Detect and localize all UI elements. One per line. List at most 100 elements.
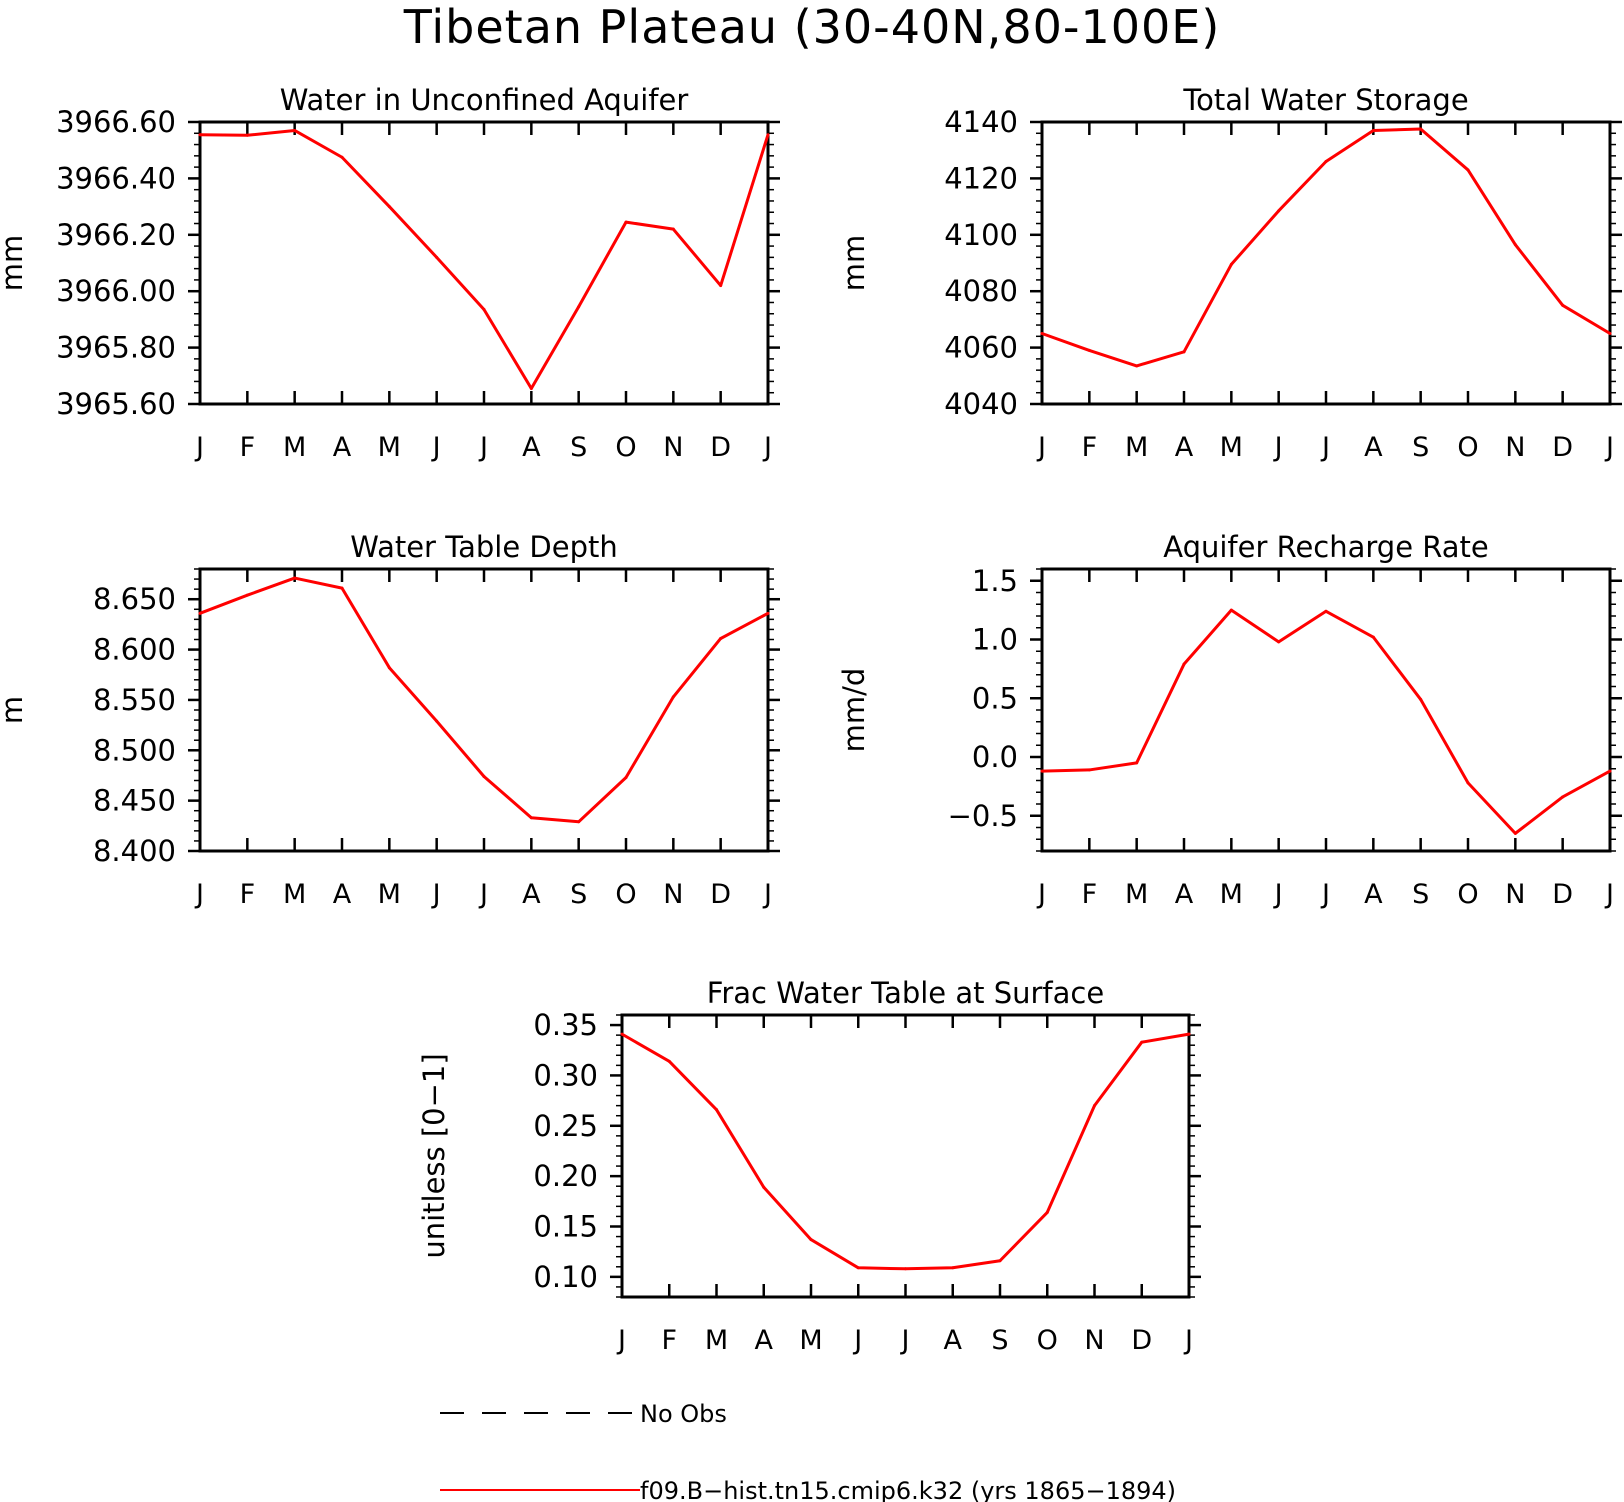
x-tick-label: J	[900, 1325, 910, 1356]
x-tick-label: J	[1604, 432, 1614, 463]
x-tick-label: N	[663, 432, 683, 463]
x-tick-label: A	[1364, 432, 1383, 463]
series-line	[621, 1032, 1190, 1271]
x-tick-label: D	[1131, 1325, 1152, 1356]
x-tick-label: M	[799, 1325, 822, 1356]
panel-title: Aquifer Recharge Rate	[1163, 530, 1489, 564]
data-point	[624, 220, 628, 224]
data-point	[1040, 769, 1044, 773]
data-point	[951, 1266, 955, 1270]
plot-frame	[198, 120, 770, 406]
x-tick-label: J	[1273, 879, 1283, 910]
x-tick-label: J	[1273, 432, 1283, 463]
y-tick-label: 0.20	[533, 1159, 598, 1193]
y-tick-label: 4140	[944, 105, 1018, 139]
x-tick-label: J	[431, 879, 441, 910]
data-point	[1419, 127, 1423, 131]
legend-item: f09.B−hist.tn15.cmip6.k32 (yrs 1865−1894…	[440, 1477, 1176, 1502]
data-point	[1277, 640, 1281, 644]
x-tick-label: M	[705, 1325, 728, 1356]
y-axis-label: m	[0, 696, 29, 724]
data-point	[529, 386, 533, 390]
y-tick-label: 3966.20	[56, 218, 176, 252]
x-tick-label: M	[1125, 432, 1148, 463]
y-tick-label: 1.5	[972, 564, 1018, 598]
data-point	[340, 155, 344, 159]
x-tick-label: J	[1036, 432, 1046, 463]
y-axis-label: mm	[0, 235, 29, 292]
plot-frame	[198, 567, 770, 853]
data-point	[1371, 635, 1375, 639]
x-tick-label: N	[1505, 879, 1525, 910]
x-tick-label: A	[755, 1325, 774, 1356]
x-tick-label: S	[1412, 879, 1429, 910]
y-tick-label: 8.500	[93, 733, 176, 767]
data-point	[387, 666, 391, 670]
x-tick-label: D	[710, 879, 731, 910]
x-tick-label: A	[522, 432, 541, 463]
x-tick-label: N	[1084, 1325, 1104, 1356]
x-tick-label: J	[1036, 879, 1046, 910]
data-point	[671, 695, 675, 699]
x-tick-label: M	[378, 879, 401, 910]
data-point	[1513, 831, 1517, 835]
data-point	[1277, 209, 1281, 213]
x-tick-label: O	[1457, 879, 1478, 910]
data-point	[1135, 761, 1139, 765]
x-tick-label: M	[283, 432, 306, 463]
data-point	[719, 284, 723, 288]
x-tick-label: S	[570, 879, 587, 910]
data-point	[1087, 768, 1091, 772]
data-point	[435, 255, 439, 259]
x-tick-label: S	[991, 1325, 1008, 1356]
data-point	[1229, 608, 1233, 612]
data-point	[1040, 332, 1044, 335]
y-tick-label: 4080	[944, 274, 1018, 308]
data-point	[1182, 350, 1186, 354]
x-tick-label: A	[1175, 432, 1194, 463]
x-tick-label: M	[283, 879, 306, 910]
x-tick-label: J	[478, 432, 488, 463]
x-tick-label: J	[478, 879, 488, 910]
x-tick-label: J	[1320, 432, 1330, 463]
data-point	[577, 820, 581, 824]
data-point	[719, 636, 723, 640]
panel-title: Water in Unconfined Aquifer	[280, 83, 689, 117]
data-point	[1561, 303, 1565, 307]
x-tick-label: M	[1220, 879, 1243, 910]
y-tick-label: 1.0	[972, 623, 1018, 657]
panel-title: Total Water Storage	[1182, 83, 1468, 117]
y-tick-label: 0.25	[533, 1109, 598, 1143]
data-point	[1187, 1032, 1191, 1036]
legend: No Obs f09.B−hist.tn15.cmip6.k32 (yrs 186…	[440, 1400, 1176, 1502]
x-tick-label: A	[944, 1325, 963, 1356]
y-axis-label: mm/d	[837, 668, 871, 753]
data-point	[1087, 348, 1091, 352]
data-point	[1140, 1040, 1144, 1044]
data-point	[1182, 662, 1186, 666]
data-point	[529, 816, 533, 820]
panel-title: Water Table Depth	[350, 530, 618, 564]
x-tick-label: F	[661, 1325, 677, 1356]
data-point	[1466, 781, 1470, 785]
x-tick-label: M	[1125, 879, 1148, 910]
x-tick-label: J	[194, 879, 204, 910]
data-point	[809, 1238, 813, 1242]
x-tick-label: S	[1412, 432, 1429, 463]
y-tick-label: 0.35	[533, 1008, 598, 1042]
y-axis-label: unitless [0−1]	[417, 1053, 451, 1258]
data-point	[998, 1259, 1002, 1263]
x-tick-label: F	[1082, 879, 1098, 910]
data-point	[904, 1267, 907, 1271]
data-point	[1608, 769, 1612, 773]
series-line	[199, 576, 769, 824]
series-line	[1041, 608, 1611, 835]
x-tick-label: M	[378, 432, 401, 463]
series-line	[199, 128, 770, 390]
y-tick-label: 3965.60	[56, 387, 176, 421]
